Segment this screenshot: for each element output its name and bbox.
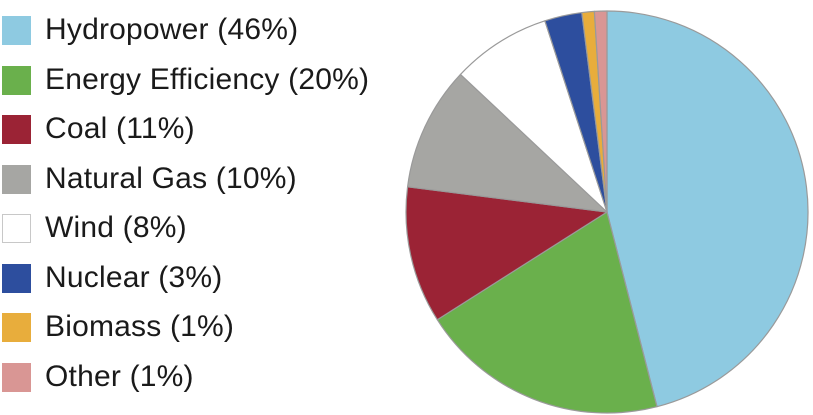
pie-slices	[405, 10, 809, 414]
legend-label: Natural Gas (10%)	[45, 161, 297, 195]
pie-slice-coal	[405, 186, 608, 321]
legend-swatch	[2, 214, 31, 243]
legend-label: Coal (11%)	[45, 112, 195, 145]
legend-swatch	[2, 362, 31, 392]
legend-label: Other (1%)	[45, 359, 194, 393]
legend-swatch	[2, 263, 31, 293]
legend-item: Other (1%)	[0, 357, 430, 401]
legend-swatch	[2, 65, 31, 95]
legend-label: Energy Efficiency (20%)	[45, 62, 370, 96]
legend-label: Biomass (1%)	[45, 310, 235, 343]
legend-item: Wind (8%)	[0, 208, 430, 252]
legend-label: Wind (8%)	[45, 211, 187, 244]
legend-item: Natural Gas (10%)	[0, 159, 430, 203]
legend-item: Biomass (1%)	[0, 307, 430, 351]
legend-label: Hydropower (46%)	[45, 13, 299, 46]
pie-slice-other	[593, 10, 608, 213]
legend-swatch	[2, 115, 31, 144]
pie-slice-energy-efficiency	[436, 211, 658, 414]
legend-swatch	[2, 164, 31, 194]
legend-item: Energy Efficiency (20%)	[0, 60, 430, 104]
legend-item: Nuclear (3%)	[0, 258, 430, 302]
legend-item: Hydropower (46%)	[0, 10, 430, 54]
pie-slice-natural-gas	[406, 73, 608, 213]
pie-slice-hydropower	[606, 10, 809, 408]
legend-swatch	[2, 313, 31, 342]
legend-swatch	[2, 16, 31, 45]
legend-label: Nuclear (3%)	[45, 260, 223, 294]
legend-item: Coal (11%)	[0, 109, 430, 153]
pie-slice-wind	[459, 20, 608, 213]
